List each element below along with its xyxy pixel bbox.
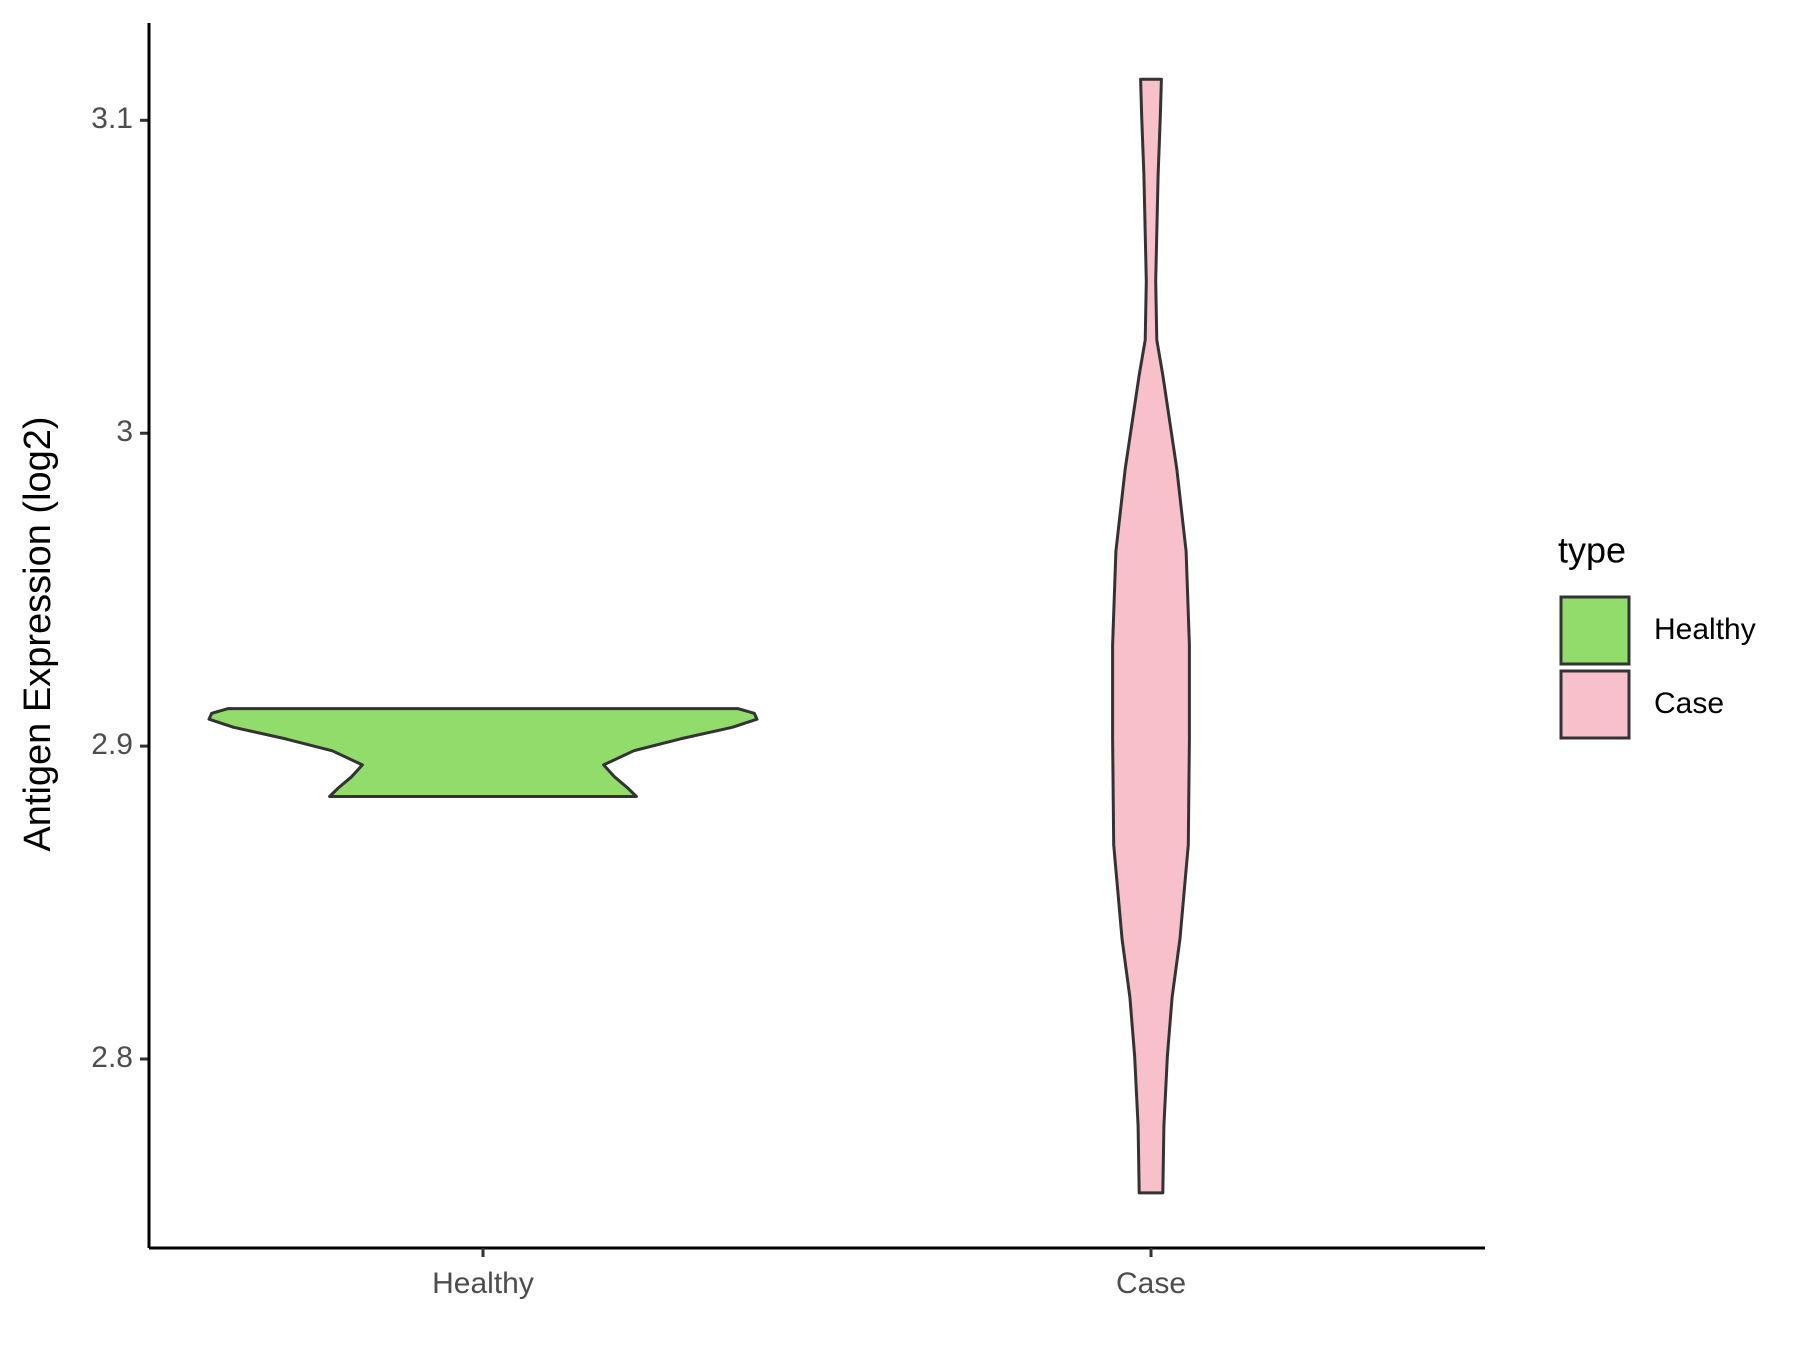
y-tick-label: 2.8: [91, 1041, 133, 1074]
y-tick-label: 3: [116, 415, 133, 448]
y-tick-label: 2.9: [91, 728, 133, 761]
violin: [1111, 77, 1191, 1195]
legend-label: Case: [1654, 687, 1724, 720]
y-axis-title: Antigen Expression (log2): [17, 416, 59, 851]
y-tick-label: 3.1: [91, 102, 133, 135]
legend-label: Healthy: [1654, 613, 1756, 646]
x-tick-label: Case: [1116, 1267, 1186, 1300]
legend-key: [1559, 669, 1631, 740]
x-tick-label: Healthy: [432, 1267, 534, 1300]
violin: [207, 707, 759, 798]
legend-key: [1559, 595, 1631, 666]
legend-title: type: [1558, 530, 1626, 571]
